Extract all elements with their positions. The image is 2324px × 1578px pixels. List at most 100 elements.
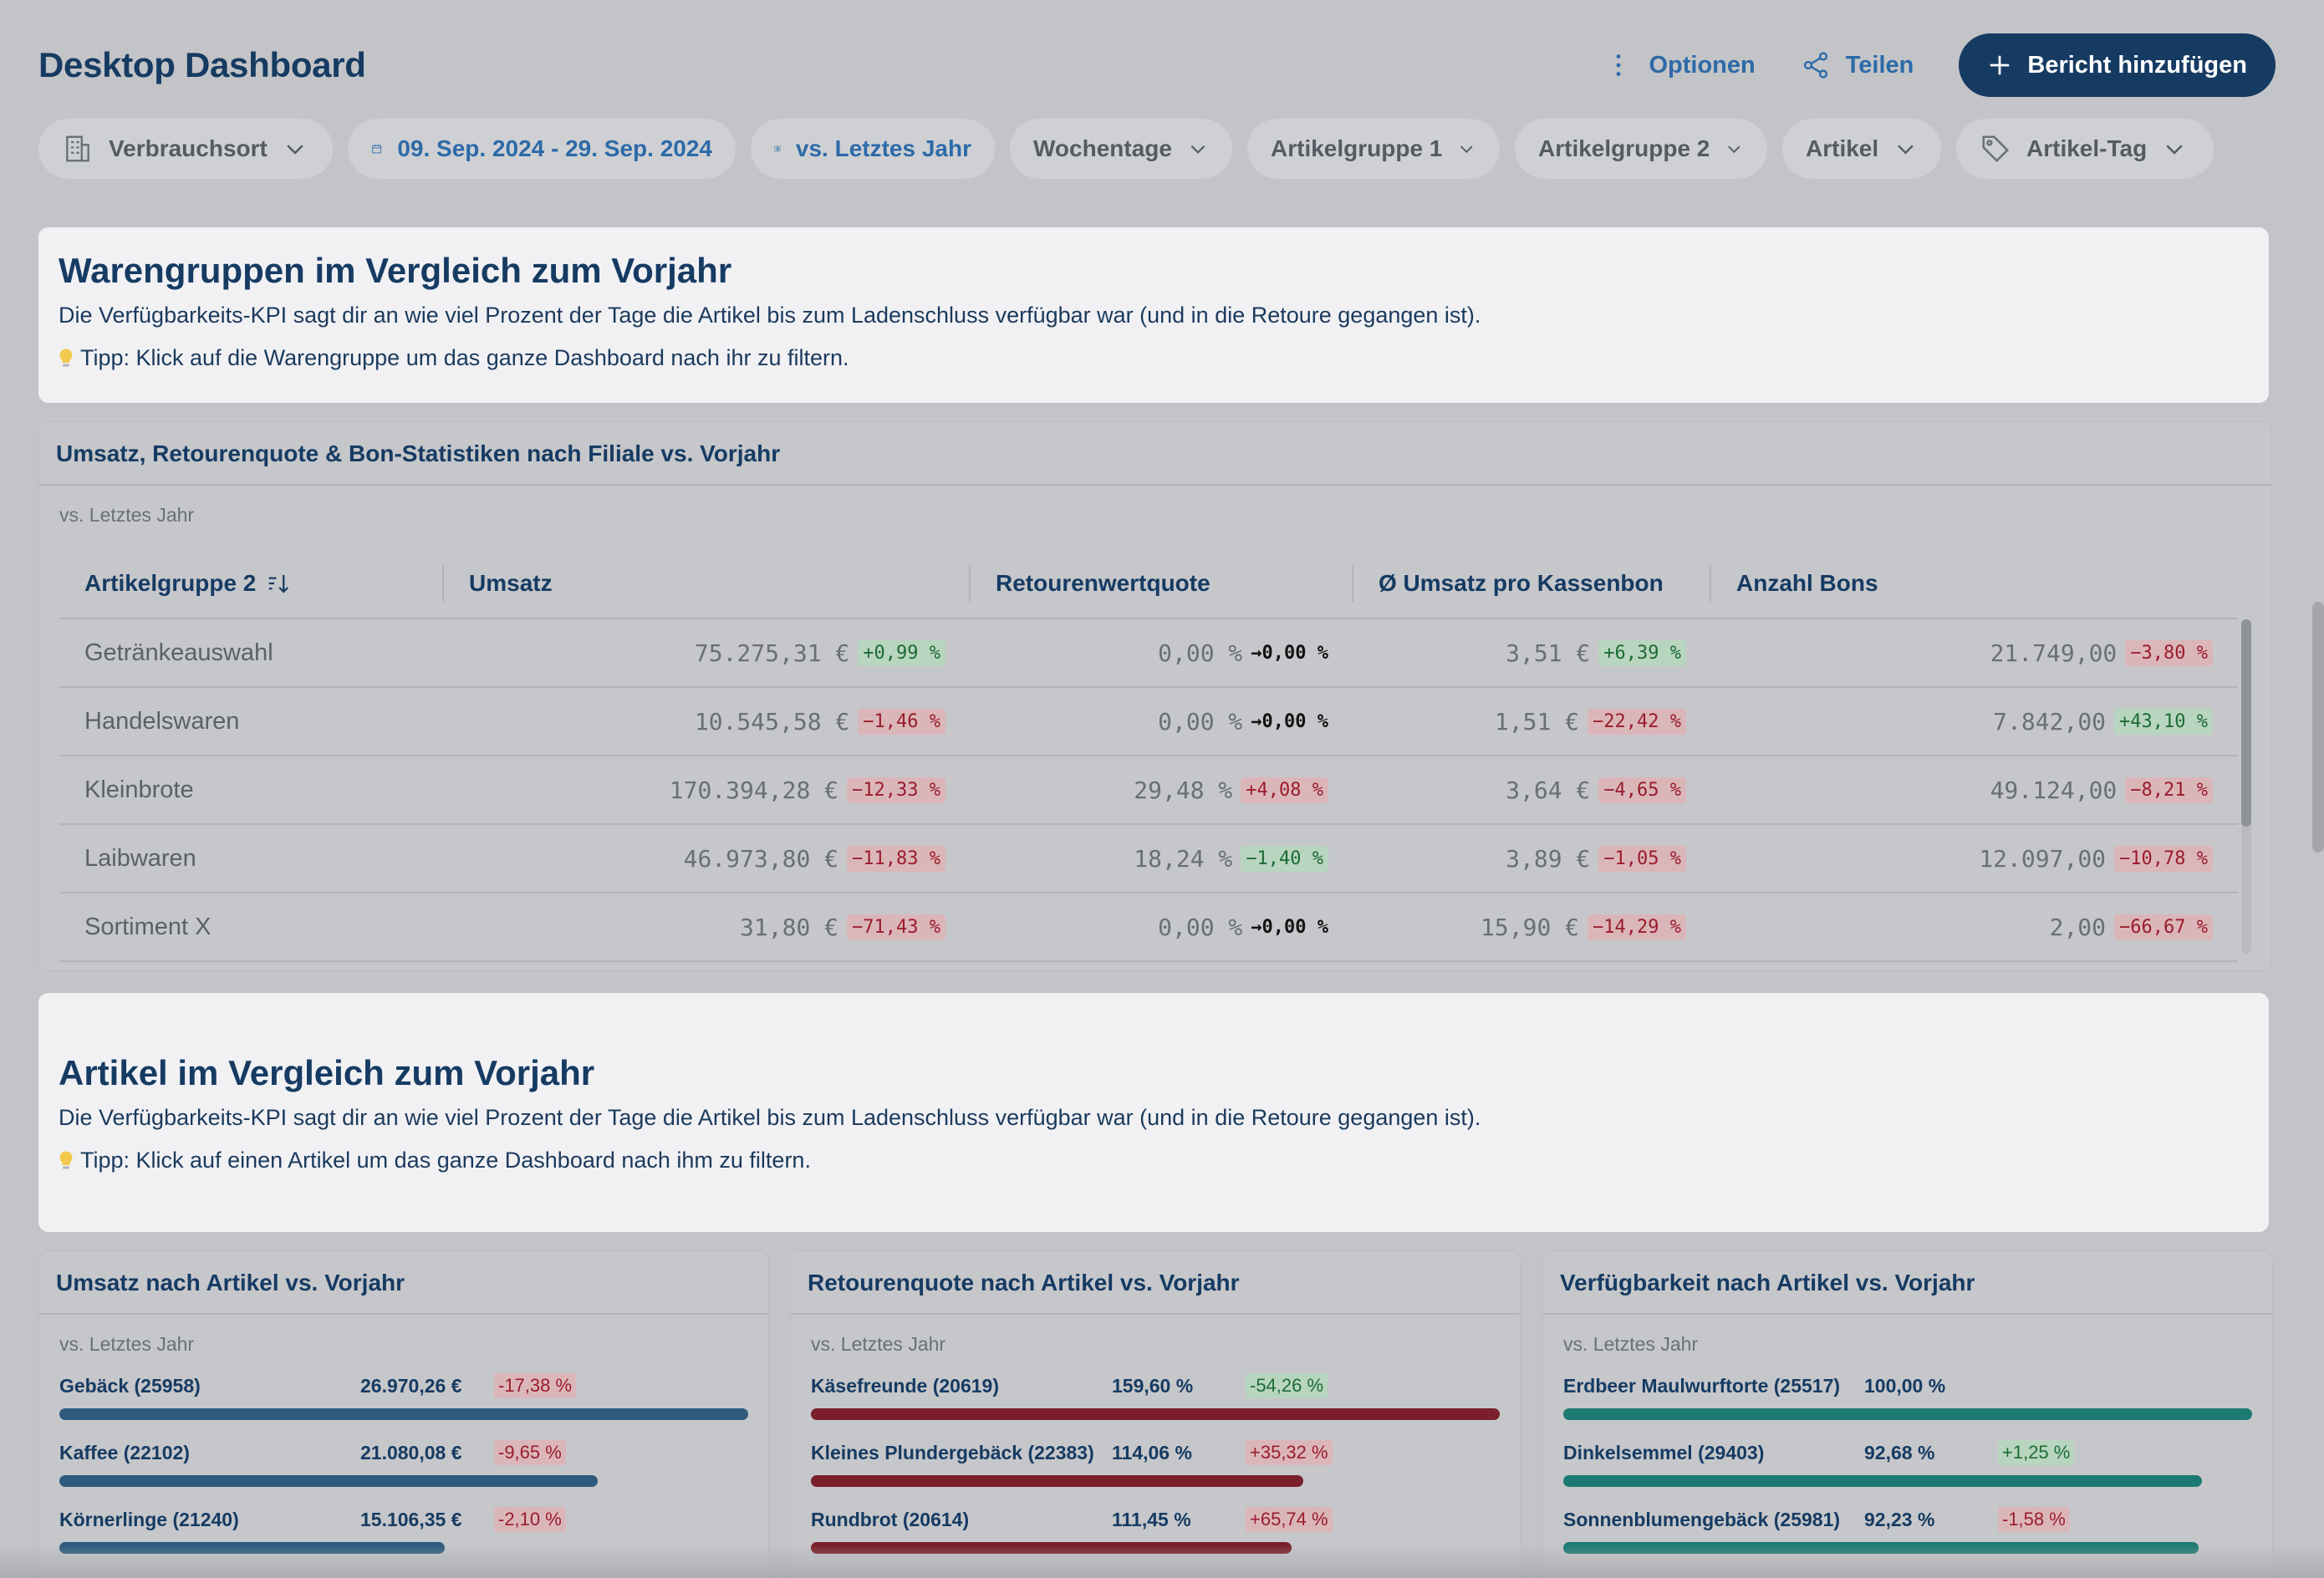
cell-value: 31,80 € bbox=[740, 913, 839, 941]
column-header-artikelgruppe[interactable]: Artikelgruppe 2 bbox=[59, 565, 444, 602]
umsatz-cell: 31,80 € −71,43 % bbox=[444, 914, 971, 941]
cell-value: 3,51 € bbox=[1506, 639, 1591, 667]
location-filter[interactable]: Verbrauchsort bbox=[38, 119, 333, 179]
bar-item[interactable]: Kleines Plundergebäck (22383) 114,06 % +35… bbox=[811, 1440, 1500, 1509]
bar-label: Dinkelsemmel (29403) bbox=[1563, 1442, 1765, 1463]
change-badge: →0,00 % bbox=[1251, 710, 1328, 732]
page-scrollbar[interactable] bbox=[2312, 602, 2324, 853]
cell-value: 170.394,28 € bbox=[669, 776, 839, 804]
table-scrollbar[interactable] bbox=[2241, 619, 2251, 954]
panel-subtitle: vs. Letztes Jahr bbox=[1563, 1333, 1699, 1355]
change-badge: −4,65 % bbox=[1598, 776, 1686, 803]
table-row[interactable]: Handelswaren 10.545,58 € −1,46 % 0,00 % →0,0… bbox=[59, 688, 2238, 756]
bar-item[interactable]: Käsefreunde (20619) 159,60 % -54,26 % bbox=[811, 1373, 1500, 1442]
bar-label: Sonnenblumengebäck (25981) bbox=[1563, 1509, 1841, 1530]
date-range-filter[interactable]: 09. Sep. 2024 - 29. Sep. 2024 bbox=[348, 119, 736, 179]
options-label: Optionen bbox=[1649, 51, 1756, 79]
bar-value: 26.970,26 € bbox=[360, 1375, 462, 1397]
cell-value: 15,90 € bbox=[1481, 913, 1580, 941]
umsatz-pro-bon-cell: 3,51 € +6,39 % bbox=[1353, 639, 1711, 667]
anzahl-bons-cell: 49.124,00 −8,21 % bbox=[1711, 776, 2238, 804]
plus-icon bbox=[1990, 55, 2010, 75]
change-badge: +43,10 % bbox=[2114, 708, 2213, 735]
article-label: Artikel bbox=[1806, 135, 1879, 161]
bar-item[interactable]: Gebäck (25958) 26.970,26 € -17,38 % bbox=[59, 1373, 748, 1442]
share-button[interactable]: Teilen bbox=[1801, 50, 1914, 80]
bar-chart-panel: Verfügbarkeit nach Artikel vs. Vorjahr vs… bbox=[1542, 1250, 2273, 1578]
cell-value: 0,00 % bbox=[1158, 639, 1243, 667]
table-row[interactable]: Getränkeauswahl 75.275,31 € +0,99 % 0,00 % →… bbox=[59, 619, 2238, 688]
chevron-down-icon bbox=[1460, 145, 1473, 154]
bar-value: 111,45 % bbox=[1112, 1509, 1191, 1530]
bar-chart-panel: Retourenquote nach Artikel vs. Vorjahr vs… bbox=[790, 1250, 1521, 1578]
table-row[interactable]: Laibwaren 46.973,80 € −11,83 % 18,24 % −1,40… bbox=[59, 825, 2238, 893]
dashboard-header: Desktop Dashboard Optionen Teilen Berich… bbox=[38, 33, 2286, 97]
scrollbar-thumb[interactable] bbox=[2241, 619, 2251, 827]
change-badge: −66,67 % bbox=[2114, 914, 2213, 940]
umsatz-pro-bon-cell: 15,90 € −14,29 % bbox=[1353, 914, 1711, 941]
bar-label: Gebäck (25958) bbox=[59, 1375, 201, 1397]
options-button[interactable]: Optionen bbox=[1603, 50, 1756, 80]
bar-value: 15.106,35 € bbox=[360, 1509, 462, 1530]
bar-fill bbox=[1563, 1475, 2202, 1487]
bar-fill bbox=[59, 1475, 599, 1487]
cell-value: 1,51 € bbox=[1494, 707, 1580, 736]
row-name: Sortiment X bbox=[84, 913, 212, 940]
bar-value: 21.080,08 € bbox=[360, 1442, 462, 1463]
column-header-umsatz[interactable]: Umsatz bbox=[444, 565, 971, 602]
column-header-umsatz-pro-bon[interactable]: Ø Umsatz pro Kassenbon bbox=[1353, 565, 1711, 602]
change-badge: -1,58 % bbox=[1998, 1507, 2070, 1532]
change-badge: +1,25 % bbox=[1998, 1440, 2075, 1465]
table-row[interactable]: Kleinbrote 170.394,28 € −12,33 % 29,48 % +4,… bbox=[59, 756, 2238, 825]
calendar-icon bbox=[372, 145, 382, 154]
section-warengruppen-header: Warengruppen im Vergleich zum Vorjahr Di… bbox=[38, 227, 2269, 403]
bar-track bbox=[811, 1475, 1500, 1487]
add-report-button[interactable]: Bericht hinzufügen bbox=[1959, 33, 2276, 97]
weekdays-filter[interactable]: Wochentage bbox=[1010, 119, 1232, 179]
add-report-label: Bericht hinzufügen bbox=[2027, 51, 2247, 79]
bar-fill bbox=[811, 1475, 1304, 1487]
building-icon bbox=[66, 135, 89, 162]
panel-subtitle: vs. Letztes Jahr bbox=[811, 1333, 946, 1355]
anzahl-bons-cell: 21.749,00 −3,80 % bbox=[1711, 639, 2238, 667]
article-filter[interactable]: Artikel bbox=[1782, 119, 1941, 179]
change-badge: -9,65 % bbox=[494, 1440, 566, 1465]
table-row[interactable]: Sortiment X 31,80 € −71,43 % 0,00 % →0,00 % 1… bbox=[59, 893, 2238, 962]
cell-value: 46.973,80 € bbox=[683, 844, 839, 873]
bar-item[interactable]: Erdbeer Maulwurftorte (25517) 100,00 % bbox=[1563, 1375, 2252, 1442]
bar-value: 114,06 % bbox=[1112, 1442, 1192, 1463]
change-badge: −10,78 % bbox=[2114, 845, 2213, 872]
cell-value: 0,00 % bbox=[1158, 913, 1243, 941]
more-vertical-icon bbox=[1617, 54, 1621, 76]
bar-item[interactable]: Dinkelsemmel (29403) 92,68 % +1,25 % bbox=[1563, 1440, 2252, 1509]
change-badge: →0,00 % bbox=[1251, 916, 1328, 938]
change-badge: +0,99 % bbox=[858, 639, 945, 666]
comparison-filter[interactable]: vs. Letztes Jahr bbox=[751, 119, 995, 179]
bar-track bbox=[1563, 1408, 2252, 1420]
change-badge: −8,21 % bbox=[2125, 776, 2213, 803]
column-header-retourenwertquote[interactable]: Retourenwertquote bbox=[971, 565, 1353, 602]
bar-track bbox=[1563, 1475, 2252, 1487]
bar-item[interactable]: Kaffee (22102) 21.080,08 € -9,65 % bbox=[59, 1440, 748, 1509]
article-tag-filter[interactable]: Artikel-Tag bbox=[1956, 119, 2214, 179]
column-header-anzahl-bons[interactable]: Anzahl Bons bbox=[1736, 570, 1878, 596]
bar-value: 100,00 % bbox=[1864, 1375, 1946, 1397]
filter-bar: Verbrauchsort 09. Sep. 2024 - 29. Sep. 2… bbox=[38, 119, 2214, 179]
row-name: Laibwaren bbox=[84, 844, 196, 872]
cell-value: 10.545,58 € bbox=[694, 707, 850, 736]
bar-label: Käsefreunde (20619) bbox=[811, 1375, 999, 1397]
panel-title: Umsatz, Retourenquote & Bon-Statistiken … bbox=[39, 422, 2271, 486]
bar-label: Kleines Plundergebäck (22383) bbox=[811, 1442, 1094, 1463]
change-badge: −1,40 % bbox=[1241, 845, 1328, 872]
article-group-2-label: Artikelgruppe 2 bbox=[1538, 135, 1710, 161]
section-tip-text: Tipp: Klick auf die Warengruppe um das g… bbox=[80, 345, 849, 370]
article-group-2-filter[interactable]: Artikelgruppe 2 bbox=[1515, 119, 1767, 179]
change-badge: +65,74 % bbox=[1246, 1507, 1333, 1532]
chevron-down-icon bbox=[1898, 145, 1914, 155]
bar-label: Erdbeer Maulwurftorte (25517) bbox=[1563, 1375, 1841, 1397]
cell-value: 29,48 % bbox=[1134, 776, 1233, 804]
cell-value: 18,24 % bbox=[1134, 844, 1233, 873]
retourenquote-cell: 0,00 % →0,00 % bbox=[971, 639, 1353, 667]
article-group-1-filter[interactable]: Artikelgruppe 1 bbox=[1247, 119, 1500, 179]
section-tip-text: Tipp: Klick auf einen Artikel um das gan… bbox=[80, 1148, 811, 1173]
